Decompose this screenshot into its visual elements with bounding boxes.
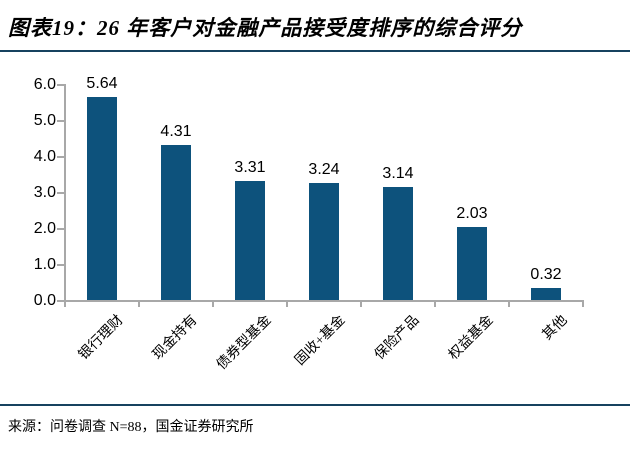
y-tick-label: 6.0	[33, 76, 56, 93]
bar	[87, 97, 117, 300]
chart-title: 图表19：26 年客户对金融产品接受度排序的综合评分	[8, 16, 523, 40]
x-tick-mark	[582, 302, 584, 307]
bar-value-label: 3.31	[234, 159, 266, 176]
source-text: 来源：问卷调查 N=88，国金证券研究所	[8, 420, 254, 435]
y-tick-label: 5.0	[33, 112, 56, 129]
x-tick-mark	[360, 302, 362, 307]
bar	[161, 145, 191, 300]
y-tick-mark	[57, 192, 64, 194]
x-category-label: 其他	[540, 312, 571, 344]
x-category-label: 银行理财	[76, 312, 127, 364]
y-axis-line	[64, 84, 66, 302]
x-tick-mark	[212, 302, 214, 307]
y-tick-mark	[57, 156, 64, 158]
x-tick-mark	[286, 302, 288, 307]
bar-value-label: 0.32	[530, 266, 562, 283]
y-tick-mark	[57, 84, 64, 86]
y-tick-mark	[57, 120, 64, 122]
bar	[457, 227, 487, 300]
bar-value-label: 4.31	[160, 123, 192, 140]
x-tick-mark	[508, 302, 510, 307]
y-tick-mark	[57, 264, 64, 266]
y-tick-mark	[57, 228, 64, 230]
x-category-label: 权益基金	[446, 312, 497, 364]
bar	[235, 181, 265, 300]
title-divider	[0, 50, 630, 52]
y-tick-label: 4.0	[33, 148, 56, 165]
y-tick-label: 3.0	[33, 184, 56, 201]
x-category-label: 固收+基金	[292, 312, 349, 369]
x-axis-line	[64, 300, 584, 302]
x-category-label: 现金持有	[150, 312, 201, 364]
bar-value-label: 3.14	[382, 165, 414, 182]
bar-value-label: 5.64	[86, 75, 118, 92]
x-tick-mark	[64, 302, 66, 307]
bar	[309, 183, 339, 300]
y-tick-label: 2.0	[33, 220, 56, 237]
x-tick-mark	[138, 302, 140, 307]
footer-divider	[0, 404, 630, 406]
x-category-label: 保险产品	[372, 312, 423, 364]
bar	[531, 288, 561, 300]
bar-value-label: 3.24	[308, 161, 340, 178]
x-category-label: 债券型基金	[214, 312, 275, 373]
y-tick-label: 1.0	[33, 256, 56, 273]
bar	[383, 187, 413, 300]
y-tick-label: 0.0	[33, 292, 56, 309]
bar-value-label: 2.03	[456, 205, 488, 222]
x-tick-mark	[434, 302, 436, 307]
y-tick-mark	[57, 300, 64, 302]
